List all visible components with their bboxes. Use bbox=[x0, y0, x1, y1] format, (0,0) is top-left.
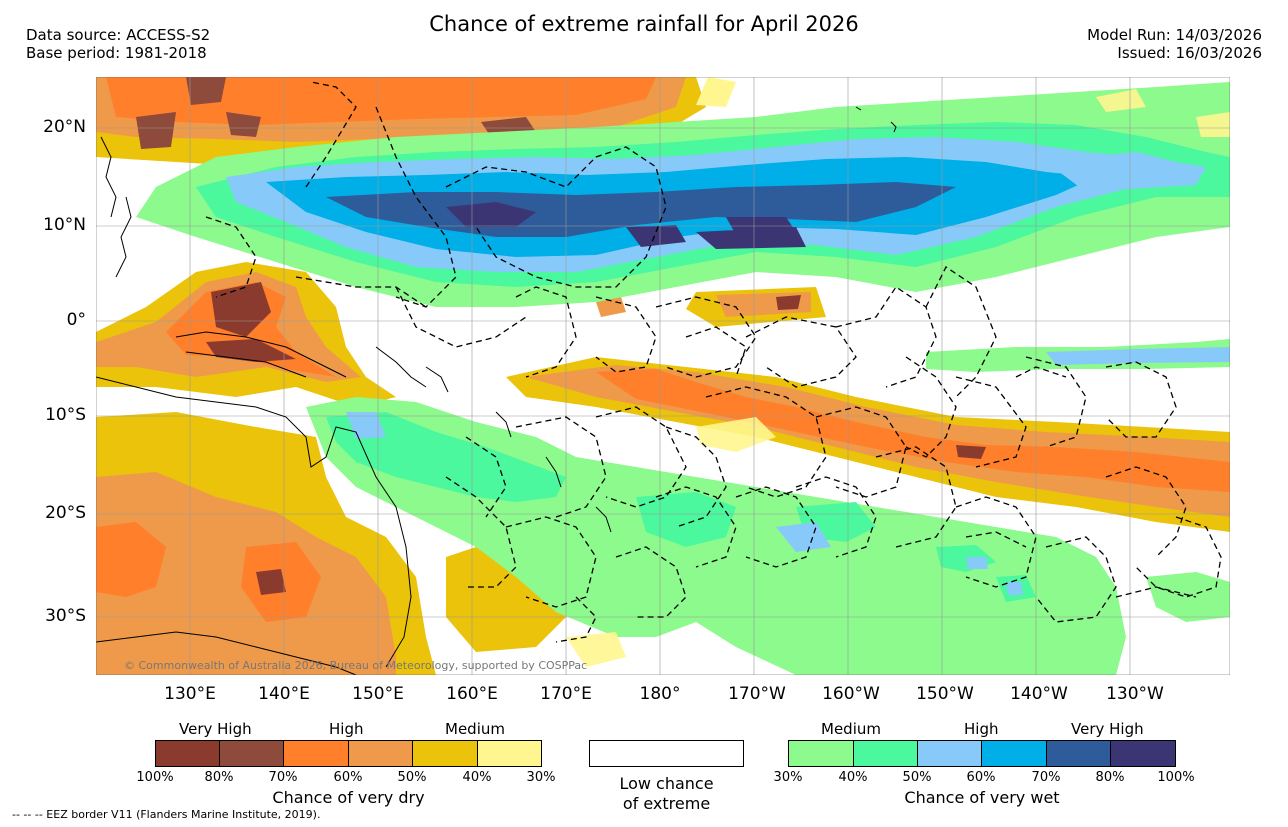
lon-label: 130°E bbox=[164, 684, 216, 704]
dry-swatch bbox=[283, 740, 349, 767]
lon-label: 180° bbox=[639, 684, 681, 704]
lat-label: 20°S bbox=[45, 503, 86, 523]
dry-caption: Chance of very dry bbox=[272, 788, 425, 807]
wet-tick: 100% bbox=[1157, 770, 1195, 785]
lon-label: 140°W bbox=[1010, 684, 1068, 704]
southwest-pacific-wet-region bbox=[306, 397, 1230, 675]
north-dry-region bbox=[96, 77, 736, 167]
data-source-info: Data source: ACCESS-S2 Base period: 1981… bbox=[26, 26, 210, 62]
wet-tick: 40% bbox=[838, 770, 868, 785]
lat-label: 20°N bbox=[43, 117, 86, 137]
dry-swatch bbox=[412, 740, 478, 767]
copyright-notice: © Commonwealth of Australia 2026, Bureau… bbox=[124, 659, 588, 672]
low-chance-swatch bbox=[589, 740, 744, 767]
east-equatorial-wet-band bbox=[926, 339, 1230, 372]
wet-tick: 50% bbox=[902, 770, 932, 785]
wet-category-very-high: Very High bbox=[1071, 720, 1144, 738]
wet-swatch bbox=[1046, 740, 1111, 767]
dry-swatch bbox=[348, 740, 413, 767]
eez-borders bbox=[205, 81, 1222, 643]
lat-label: 10°N bbox=[43, 215, 86, 235]
lat-label: 30°S bbox=[45, 606, 86, 626]
lon-label: 140°E bbox=[258, 684, 310, 704]
lon-label: 160°E bbox=[446, 684, 498, 704]
low-chance-line2: of extreme bbox=[622, 794, 711, 813]
dry-category-medium: Medium bbox=[445, 720, 505, 738]
dry-category-very-high: Very High bbox=[179, 720, 252, 738]
dry-tick: 30% bbox=[526, 770, 556, 785]
base-period: Base period: 1981-2018 bbox=[26, 44, 207, 62]
dry-tick: 50% bbox=[397, 770, 427, 785]
model-run: Model Run: 14/03/2026 bbox=[1087, 26, 1262, 44]
issued-date: Issued: 16/03/2026 bbox=[1117, 44, 1262, 62]
lon-label: 150°W bbox=[916, 684, 974, 704]
dry-swatch bbox=[219, 740, 284, 767]
eez-footnote: -- -- -- EEZ border V11 (Flanders Marine… bbox=[12, 808, 321, 821]
wet-tick: 60% bbox=[966, 770, 996, 785]
dry-swatch bbox=[155, 740, 220, 767]
dry-tick: 80% bbox=[204, 770, 234, 785]
lon-label: 160°W bbox=[822, 684, 880, 704]
australia-dry-region bbox=[96, 412, 436, 675]
wet-swatch bbox=[788, 740, 854, 767]
north-wet-band bbox=[136, 82, 1230, 307]
lon-label: 170°E bbox=[540, 684, 592, 704]
dry-category-high: High bbox=[329, 720, 364, 738]
dry-tick: 70% bbox=[268, 770, 298, 785]
wet-tick: 80% bbox=[1095, 770, 1125, 785]
wet-category-high: High bbox=[964, 720, 999, 738]
wet-caption: Chance of very wet bbox=[904, 788, 1060, 807]
wet-category-medium: Medium bbox=[821, 720, 881, 738]
data-source: Data source: ACCESS-S2 bbox=[26, 26, 211, 44]
dry-tick: 60% bbox=[333, 770, 363, 785]
dry-swatch bbox=[477, 740, 542, 767]
low-chance-caption: Low chance of extreme bbox=[589, 774, 744, 814]
dry-tick: 100% bbox=[136, 770, 174, 785]
lon-label: 130°W bbox=[1106, 684, 1164, 704]
wet-tick: 70% bbox=[1031, 770, 1061, 785]
png-dry-region bbox=[96, 262, 396, 407]
wet-swatch bbox=[1110, 740, 1176, 767]
lat-label: 10°S bbox=[45, 405, 86, 425]
lon-label: 170°W bbox=[728, 684, 786, 704]
model-run-info: Model Run: 14/03/2026 Issued: 16/03/2026 bbox=[1087, 26, 1262, 62]
rainfall-map bbox=[96, 77, 1230, 675]
coastlines bbox=[96, 106, 897, 675]
dry-tick: 40% bbox=[462, 770, 492, 785]
low-chance-line1: Low chance bbox=[619, 774, 714, 793]
lat-label: 0° bbox=[66, 310, 86, 330]
lon-label: 150°E bbox=[352, 684, 404, 704]
wet-swatch bbox=[981, 740, 1047, 767]
map-title: Chance of extreme rainfall for April 202… bbox=[429, 12, 859, 36]
wet-swatch bbox=[853, 740, 918, 767]
wet-swatch bbox=[917, 740, 982, 767]
wet-tick: 30% bbox=[773, 770, 803, 785]
